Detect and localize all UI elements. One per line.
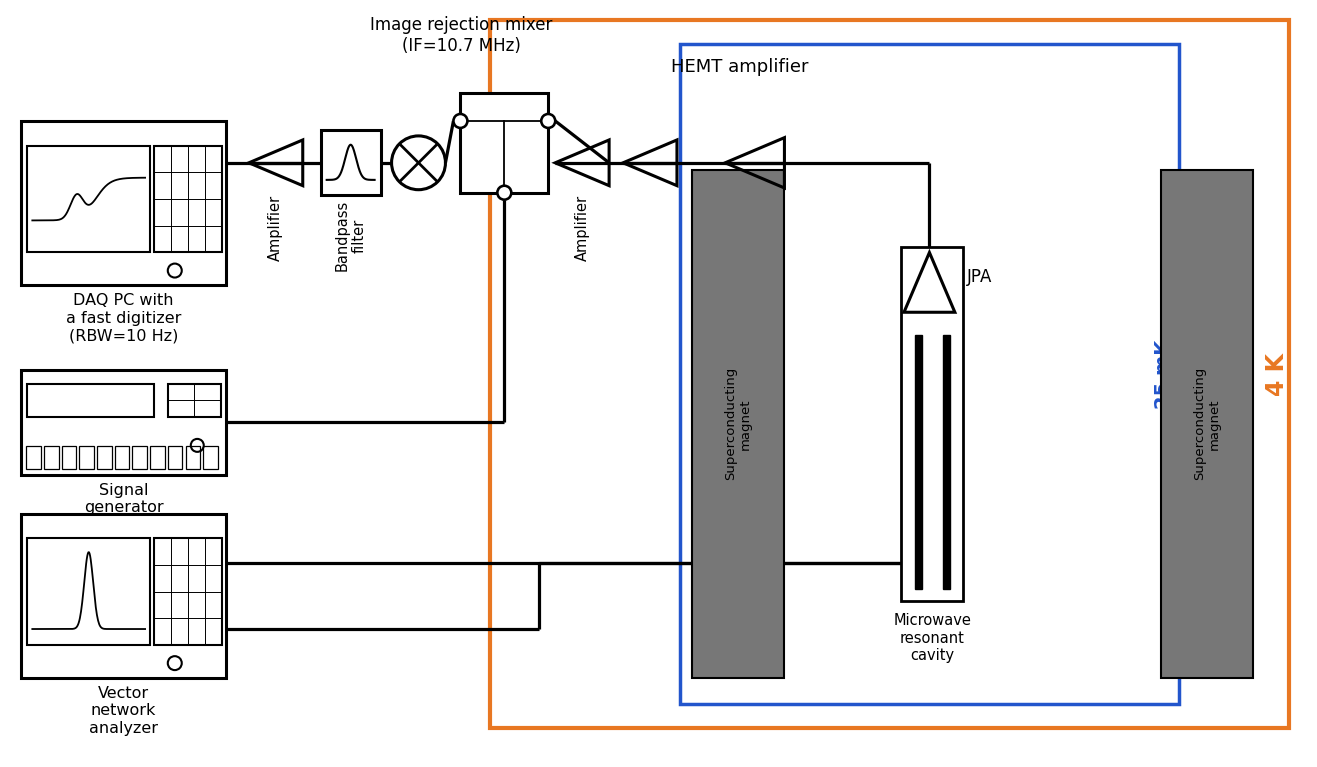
Bar: [915, 334, 922, 589]
Text: Superconducting
magnet: Superconducting magnet: [1193, 367, 1221, 480]
Bar: [680, 44, 1179, 704]
Text: Superconducting
magnet: Superconducting magnet: [724, 367, 752, 480]
Text: 25 mK: 25 mK: [1155, 340, 1173, 409]
Text: Signal
generator: Signal generator: [84, 482, 163, 515]
Bar: [62, 446, 76, 469]
Bar: [28, 384, 154, 417]
Text: Amplifier: Amplifier: [269, 195, 283, 261]
Bar: [21, 121, 227, 285]
Bar: [490, 20, 1288, 728]
Bar: [901, 248, 963, 601]
Bar: [154, 538, 223, 645]
Bar: [28, 146, 150, 252]
Bar: [150, 446, 165, 469]
Bar: [167, 384, 221, 417]
Bar: [943, 334, 950, 589]
Bar: [321, 130, 381, 195]
Bar: [97, 446, 112, 469]
Text: Bandpass
filter: Bandpass filter: [335, 200, 367, 272]
Bar: [115, 446, 129, 469]
Text: DAQ PC with
a fast digitizer
(RBW=10 Hz): DAQ PC with a fast digitizer (RBW=10 Hz): [66, 293, 182, 343]
Text: 4 K: 4 K: [1264, 353, 1289, 396]
Circle shape: [498, 186, 511, 199]
Bar: [186, 446, 200, 469]
Text: Amplifier: Amplifier: [574, 195, 590, 261]
Bar: [79, 446, 94, 469]
Text: Vector
network
analyzer: Vector network analyzer: [90, 686, 158, 736]
Text: HEMT amplifier: HEMT amplifier: [672, 58, 809, 76]
Bar: [43, 446, 58, 469]
Bar: [203, 446, 217, 469]
Text: Image rejection mixer
(IF=10.7 MHz): Image rejection mixer (IF=10.7 MHz): [370, 16, 553, 55]
Bar: [21, 370, 227, 475]
Bar: [1162, 170, 1252, 678]
Text: JPA: JPA: [968, 268, 993, 286]
Bar: [26, 446, 41, 469]
Text: Microwave
resonant
cavity: Microwave resonant cavity: [893, 613, 972, 663]
Bar: [691, 170, 784, 678]
Circle shape: [541, 114, 556, 128]
Bar: [28, 538, 150, 645]
Circle shape: [453, 114, 468, 128]
Bar: [167, 446, 182, 469]
Bar: [154, 146, 223, 252]
Bar: [21, 514, 227, 678]
Bar: [133, 446, 148, 469]
Bar: [461, 93, 548, 193]
